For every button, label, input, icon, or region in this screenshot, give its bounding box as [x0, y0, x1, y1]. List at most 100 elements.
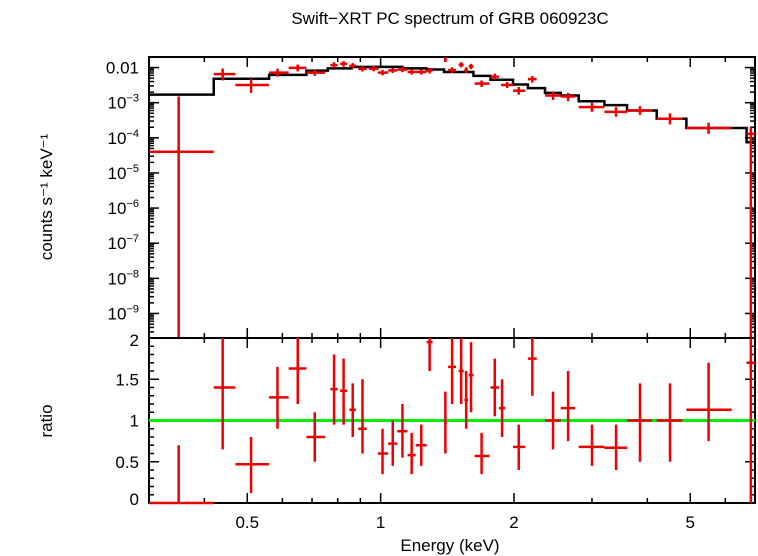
ratio-data-point [746, 338, 755, 503]
spectrum-data-point [213, 68, 236, 81]
x-tick-label: 1 [376, 513, 385, 532]
ratio-data-point [464, 371, 469, 429]
spectrum-data-point [358, 66, 367, 72]
ratio-data-point [458, 338, 464, 404]
x-tick-label: 2 [509, 513, 518, 532]
spectrum-data-point [468, 63, 474, 70]
spectrum-data-point [149, 96, 214, 338]
ratio-data-point [604, 424, 628, 470]
y-tick-exponent: −4 [126, 128, 139, 140]
spectrum-data-point [443, 57, 447, 63]
ratio-data-point [443, 391, 447, 454]
ratio-y-axis-label: ratio [37, 404, 56, 437]
spectrum-data-point [627, 106, 653, 115]
ratio-data-point [578, 424, 605, 466]
y-tick-label: 10−7 [108, 233, 139, 253]
y-tick-label: 1.5 [115, 370, 139, 389]
ratio-data-point [474, 432, 490, 475]
ratio-data-point [235, 437, 270, 494]
y-tick-exponent: −6 [126, 198, 139, 210]
x-axis-label: Energy (keV) [400, 536, 499, 555]
spectrum-data-point [464, 67, 469, 74]
ratio-panel: 0.5 1 2 5 0 0.5 1 1.5 2 [115, 57, 756, 532]
ratio-data-point [306, 412, 326, 462]
spectrum-data-point [458, 62, 464, 68]
ratio-data-point [330, 354, 338, 425]
spectrum-data-point [448, 67, 457, 74]
spectrum-frame [148, 56, 756, 339]
y-tick-label: 0.5 [115, 453, 139, 472]
y-tick-label: 1 [130, 412, 139, 431]
y-tick-exponent: −5 [126, 163, 139, 175]
y-tick-exponent: −7 [126, 233, 139, 245]
spectrum-data-point [340, 61, 348, 67]
y-tick-label: 10−5 [108, 163, 139, 183]
spectrum-data-point [560, 92, 576, 102]
ratio-data-point [426, 338, 433, 371]
y-tick-label: 10−3 [108, 93, 139, 113]
y-tick-base: 10 [108, 304, 127, 323]
spectrum-y-axis-label: counts s⁻¹ keV⁻¹ [37, 133, 56, 260]
y-tick-label: 10−4 [108, 128, 139, 148]
ratio-data-point [349, 383, 357, 437]
spectrum-data-point [746, 127, 755, 338]
ratio-data-point [545, 391, 561, 450]
spectrum-data-point [368, 66, 379, 72]
y-tick-exponent: −9 [126, 303, 139, 315]
ratio-data-point [149, 445, 214, 505]
chart-title: Swift−XRT PC spectrum of GRB 060923C [291, 9, 608, 28]
ratio-data-point [560, 371, 576, 442]
x-tick-label: 5 [686, 513, 695, 532]
spectrum-data-point [604, 107, 628, 117]
spectrum-data-point [415, 69, 427, 75]
ratio-data-point [513, 424, 526, 470]
ratio-data-point [468, 342, 474, 413]
model-curve [149, 65, 755, 144]
ratio-data-point [377, 428, 389, 475]
ratio-data-point [656, 383, 683, 462]
ratio-data-point [388, 420, 398, 466]
y-tick-label: 10−8 [108, 268, 139, 288]
ratio-data-point [627, 383, 653, 462]
spectrum-data-point [269, 68, 289, 77]
y-tick-base: 10 [108, 199, 127, 218]
y-tick-base: 10 [108, 94, 127, 113]
x-tick-label: 0.5 [235, 513, 259, 532]
y-tick-base: 10 [108, 129, 127, 148]
spectrum-data-point [288, 64, 307, 72]
spectrum-data-point [397, 66, 408, 73]
ratio-data-point [415, 424, 427, 466]
ratio-data-point [397, 404, 408, 458]
y-tick-base: 10 [108, 234, 127, 253]
spectrum-data-point [388, 67, 398, 74]
y-tick-label: 0 [130, 490, 139, 509]
y-tick-label: 10−6 [108, 198, 139, 218]
ratio-data-point [358, 379, 367, 454]
y-tick-exponent: −3 [126, 93, 139, 105]
spectrum-data-point [527, 75, 537, 83]
ratio-data-point [686, 362, 732, 442]
ratio-data-point [527, 338, 537, 396]
y-tick-exponent: −8 [126, 268, 139, 280]
spectrum-data-point [474, 80, 490, 87]
ratio-data-point [340, 358, 348, 425]
spectrum-data-point [578, 102, 605, 112]
ratio-data-point [213, 338, 236, 450]
spectrum-data-point [545, 91, 561, 100]
y-tick-label: 10−9 [108, 303, 139, 323]
y-tick-base: 10 [108, 164, 127, 183]
spectrum-data-point [490, 73, 499, 80]
ratio-data-point [448, 338, 457, 404]
y-tick-base: 10 [108, 269, 127, 288]
spectrum-data-point [656, 113, 683, 125]
spectrum-data-point [235, 78, 270, 93]
ratio-data-point [269, 366, 289, 429]
y-tick-label: 2 [130, 331, 139, 350]
spectrum-data-point [426, 67, 433, 74]
spectrum-data-point [349, 63, 357, 69]
spectrum-data-point [407, 69, 416, 75]
spectrum-data-point [306, 69, 326, 76]
ratio-data-point [490, 358, 499, 417]
spectrum-data-point [330, 62, 338, 68]
